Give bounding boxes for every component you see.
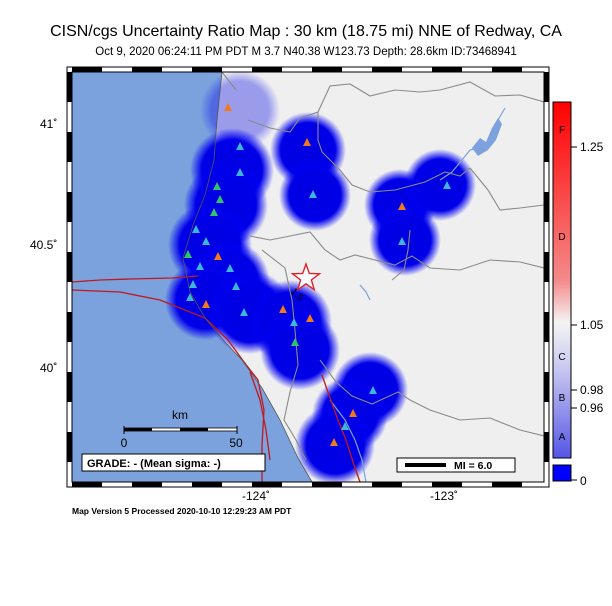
lon-label-124: -124˚ — [242, 489, 270, 503]
grade-f: F — [559, 125, 565, 136]
colorbar: F D C B A 1.25 1.05 0.98 0.96 0 — [552, 101, 604, 488]
triangle-icon — [398, 202, 406, 210]
coastline — [182, 72, 313, 482]
triangle-icon — [369, 386, 377, 394]
scale-bar: km 0 50 — [121, 408, 243, 450]
triangle-icon — [186, 293, 194, 301]
map-footer: Map Version 5 Processed 2020-10-10 12:29… — [72, 506, 292, 516]
cbar-value-0-96: 0.96 — [580, 401, 604, 415]
grade-d: D — [558, 232, 565, 243]
map-panel: 1.5 km 0 50 GRADE: - (Mean sigma: -) MI … — [72, 72, 544, 482]
triangle-icon — [214, 252, 222, 260]
triangle-icon — [291, 338, 299, 346]
triangle-icon — [224, 103, 232, 111]
triangle-icon — [236, 142, 244, 150]
triangle-icon — [196, 262, 204, 270]
map-frame — [66, 66, 550, 488]
grade-b: B — [559, 393, 566, 404]
triangle-icon — [192, 225, 200, 233]
triangle-icon — [309, 190, 317, 198]
lat-label-41: 41˚ — [40, 117, 57, 131]
triangle-icon — [306, 314, 314, 322]
triangle-icon — [290, 318, 298, 326]
map-subtitle: Oct 9, 2020 06:24:11 PM PDT M 3.7 N40.38… — [95, 46, 517, 58]
triangle-icon — [330, 438, 338, 446]
lon-label-123: -123˚ — [430, 489, 458, 503]
scale-start: 0 — [121, 436, 128, 450]
triangle-icon — [303, 138, 311, 146]
triangle-icon — [349, 409, 357, 417]
triangle-icon — [216, 195, 224, 203]
triangle-icon — [236, 168, 244, 176]
triangle-icon — [213, 182, 221, 190]
star-icon — [290, 261, 322, 292]
triangle-icon — [210, 208, 218, 216]
county-lines — [221, 72, 544, 461]
grade-box — [81, 453, 266, 472]
cbar-value-0: 0 — [580, 474, 587, 488]
cbar-value-1-05: 1.05 — [580, 318, 604, 332]
scale-end: 50 — [229, 436, 243, 450]
triangle-icon — [443, 181, 451, 189]
triangle-icon — [240, 308, 248, 316]
triangle-icon — [226, 264, 234, 272]
triangle-icon — [341, 422, 349, 430]
grade-text: GRADE: - (Mean sigma: -) — [87, 458, 221, 470]
triangle-icon — [279, 305, 287, 313]
triangle-icon — [202, 237, 210, 245]
mi-legend-text: MI = 6.0 — [454, 460, 492, 472]
cbar-value-1-25: 1.25 — [580, 140, 604, 154]
triangle-icon — [398, 237, 406, 245]
scale-unit: km — [172, 408, 188, 422]
lat-label-40-5: 40.5˚ — [30, 238, 57, 252]
cbar-value-0-98: 0.98 — [580, 383, 604, 397]
mi-legend-box — [396, 457, 516, 473]
grade-c: C — [558, 352, 565, 363]
triangle-icon — [189, 280, 197, 288]
triangle-icon — [202, 300, 210, 308]
grade-a: A — [559, 432, 566, 443]
lat-label-40: 40˚ — [40, 361, 57, 375]
triangle-icon — [184, 250, 192, 258]
map-title: CISN/cgs Uncertainty Ratio Map : 30 km (… — [50, 23, 562, 40]
lake — [472, 118, 502, 156]
triangle-icon — [232, 282, 240, 290]
stations — [184, 103, 451, 446]
